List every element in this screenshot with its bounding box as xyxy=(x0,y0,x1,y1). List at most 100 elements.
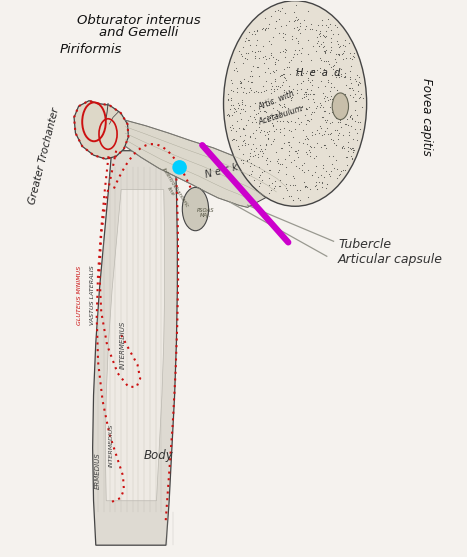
Point xyxy=(237,79,245,87)
Point xyxy=(241,130,249,139)
Point xyxy=(313,102,321,111)
Point xyxy=(304,49,312,58)
Point xyxy=(308,66,315,75)
Point xyxy=(335,113,343,121)
Point xyxy=(343,114,350,123)
Point xyxy=(336,118,344,127)
Point xyxy=(318,16,325,25)
Point xyxy=(266,188,273,197)
Point xyxy=(281,102,289,111)
Point xyxy=(320,41,327,50)
Point xyxy=(340,72,348,81)
Point xyxy=(269,111,276,120)
Point xyxy=(341,72,349,81)
Point xyxy=(344,143,352,152)
Point xyxy=(304,116,311,125)
Point xyxy=(275,100,283,109)
Text: Acetabulum: Acetabulum xyxy=(257,104,304,127)
Point xyxy=(354,136,361,145)
Point xyxy=(244,76,251,85)
Point xyxy=(321,32,328,41)
Point xyxy=(282,163,290,172)
Point xyxy=(346,130,353,139)
Point xyxy=(296,28,303,37)
Point xyxy=(291,146,299,155)
Point xyxy=(251,53,259,62)
Point xyxy=(312,152,320,160)
Point xyxy=(283,183,290,192)
Text: N e c k: N e c k xyxy=(204,162,239,180)
Point xyxy=(310,153,318,162)
Point xyxy=(287,56,295,65)
Point xyxy=(343,99,350,108)
Point xyxy=(280,70,287,79)
Point xyxy=(329,62,337,71)
Point xyxy=(264,135,272,144)
Point xyxy=(237,49,245,58)
Point xyxy=(301,25,309,34)
Point xyxy=(246,27,253,36)
Point xyxy=(281,154,288,163)
Point xyxy=(357,125,364,134)
Point xyxy=(233,84,241,92)
Point xyxy=(270,98,277,107)
Point xyxy=(328,100,335,109)
Point xyxy=(344,146,352,155)
Point xyxy=(247,85,255,94)
Point xyxy=(333,140,340,149)
Point xyxy=(294,194,302,203)
Point xyxy=(327,91,334,100)
Point xyxy=(336,49,343,58)
Point xyxy=(239,149,246,158)
Point xyxy=(325,59,333,68)
Point xyxy=(336,102,344,111)
Point xyxy=(230,134,238,143)
Point xyxy=(300,16,308,25)
Point xyxy=(306,151,313,160)
Point xyxy=(264,134,271,143)
Point xyxy=(298,94,306,103)
Point xyxy=(262,107,269,116)
Point xyxy=(308,128,315,136)
Point xyxy=(340,104,348,113)
Point xyxy=(275,155,282,164)
Point xyxy=(254,36,261,45)
Point xyxy=(271,59,278,68)
Point xyxy=(326,118,333,127)
Point xyxy=(283,170,290,179)
Point xyxy=(332,97,339,106)
Point xyxy=(295,137,303,146)
Point xyxy=(351,105,359,114)
Point xyxy=(283,179,290,188)
Point xyxy=(269,96,276,105)
Point xyxy=(316,26,324,35)
Point xyxy=(235,124,243,133)
Text: Intertrochanteric
line: Intertrochanteric line xyxy=(156,167,190,212)
Point xyxy=(271,177,279,185)
Point xyxy=(254,88,262,97)
Point xyxy=(287,93,295,102)
Point xyxy=(293,85,300,94)
Point xyxy=(245,116,252,125)
Point xyxy=(256,179,264,188)
Point xyxy=(327,129,335,138)
Point xyxy=(307,19,314,28)
Point xyxy=(273,125,280,134)
Point xyxy=(341,36,349,45)
Point xyxy=(299,101,306,110)
Point xyxy=(279,32,287,41)
Point xyxy=(297,186,304,195)
Point xyxy=(270,183,277,192)
Point xyxy=(279,77,287,86)
Point xyxy=(277,182,284,190)
Point xyxy=(252,126,260,135)
Point xyxy=(282,35,289,44)
Point xyxy=(301,88,309,97)
Point xyxy=(298,71,305,80)
Point xyxy=(238,105,245,114)
Point xyxy=(241,135,248,144)
Point xyxy=(332,140,340,149)
Point xyxy=(327,38,334,47)
Point xyxy=(255,123,262,131)
Point xyxy=(245,36,253,45)
